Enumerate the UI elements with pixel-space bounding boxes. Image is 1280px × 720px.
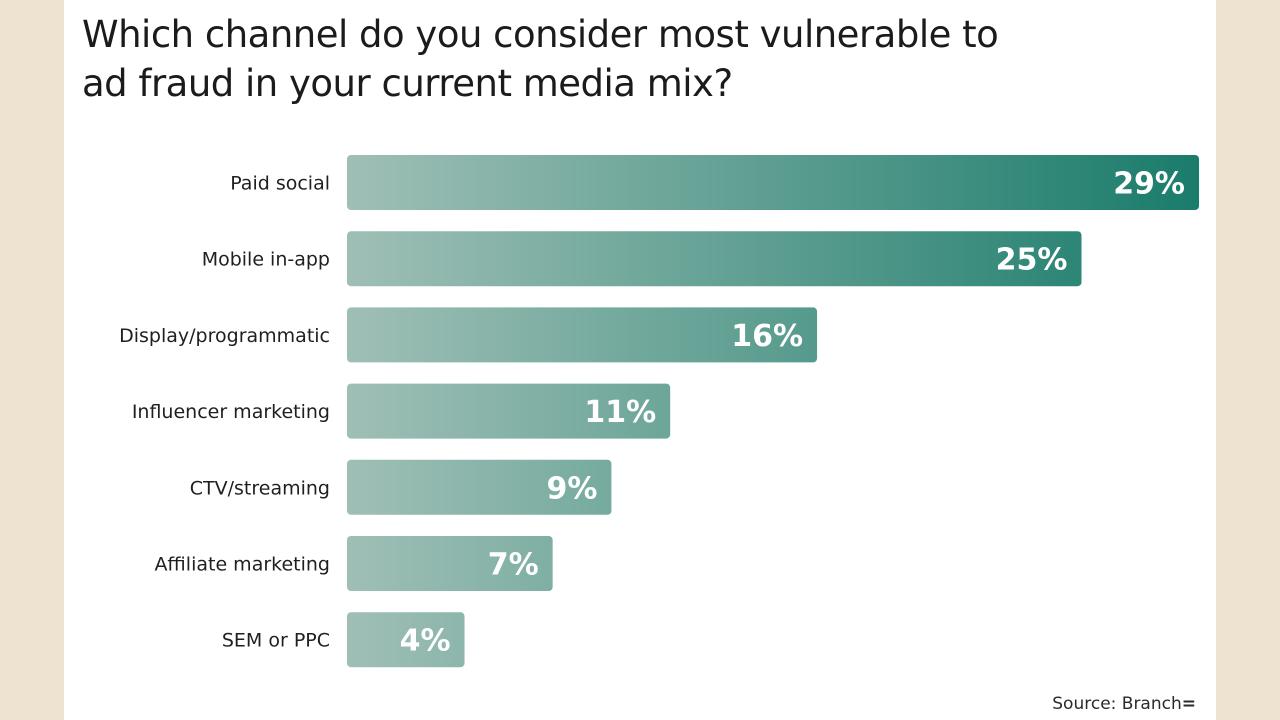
bar-row: Affiliate marketing 7% [154,536,553,591]
value-label: 11% [584,395,656,430]
value-label: 4% [400,624,451,659]
bar-chart: Paid social 29% Mobile in-app 25% Display/pr… [119,155,1199,668]
bar [347,612,465,668]
value-label: 7% [488,548,539,583]
chart-title-line-2: ad fraud in your current media mix? [82,62,733,105]
value-label: 9% [546,471,597,506]
source-note: Source: Branch= [1052,694,1196,714]
bar [347,459,612,515]
branch-logo-icon: = [1181,694,1196,714]
value-label: 29% [1113,167,1185,202]
bar [347,155,1199,210]
source-text: Source: Branch [1052,694,1182,714]
chart-title-line-1: Which channel do you consider most vulne… [82,13,999,56]
bar-row: Paid social 29% [230,155,1199,210]
bar-series: Paid social 29% Mobile in-app 25% Display/pr… [119,155,1199,668]
category-label: Influencer marketing [132,401,330,423]
chart-title: Which channel do you consider most vulne… [82,10,1182,108]
bar-row: CTV/streaming 9% [190,459,612,515]
category-label: SEM or PPC [222,630,330,652]
bar [347,231,1082,287]
bar [347,383,671,439]
bar-row: Mobile in-app 25% [202,231,1082,287]
value-label: 25% [996,243,1068,278]
category-label: CTV/streaming [190,477,330,499]
bar-row: Influencer marketing 11% [132,383,671,439]
bar [347,536,553,591]
category-label: Paid social [230,173,330,195]
bar-row: Display/programmatic 16% [119,307,818,363]
category-label: Affiliate marketing [154,554,330,576]
category-label: Display/programmatic [119,325,330,347]
value-label: 16% [731,319,803,354]
category-label: Mobile in-app [202,249,330,271]
chart-card: Which channel do you consider most vulne… [64,0,1216,720]
bar [347,307,818,363]
bar-row: SEM or PPC 4% [222,612,465,668]
